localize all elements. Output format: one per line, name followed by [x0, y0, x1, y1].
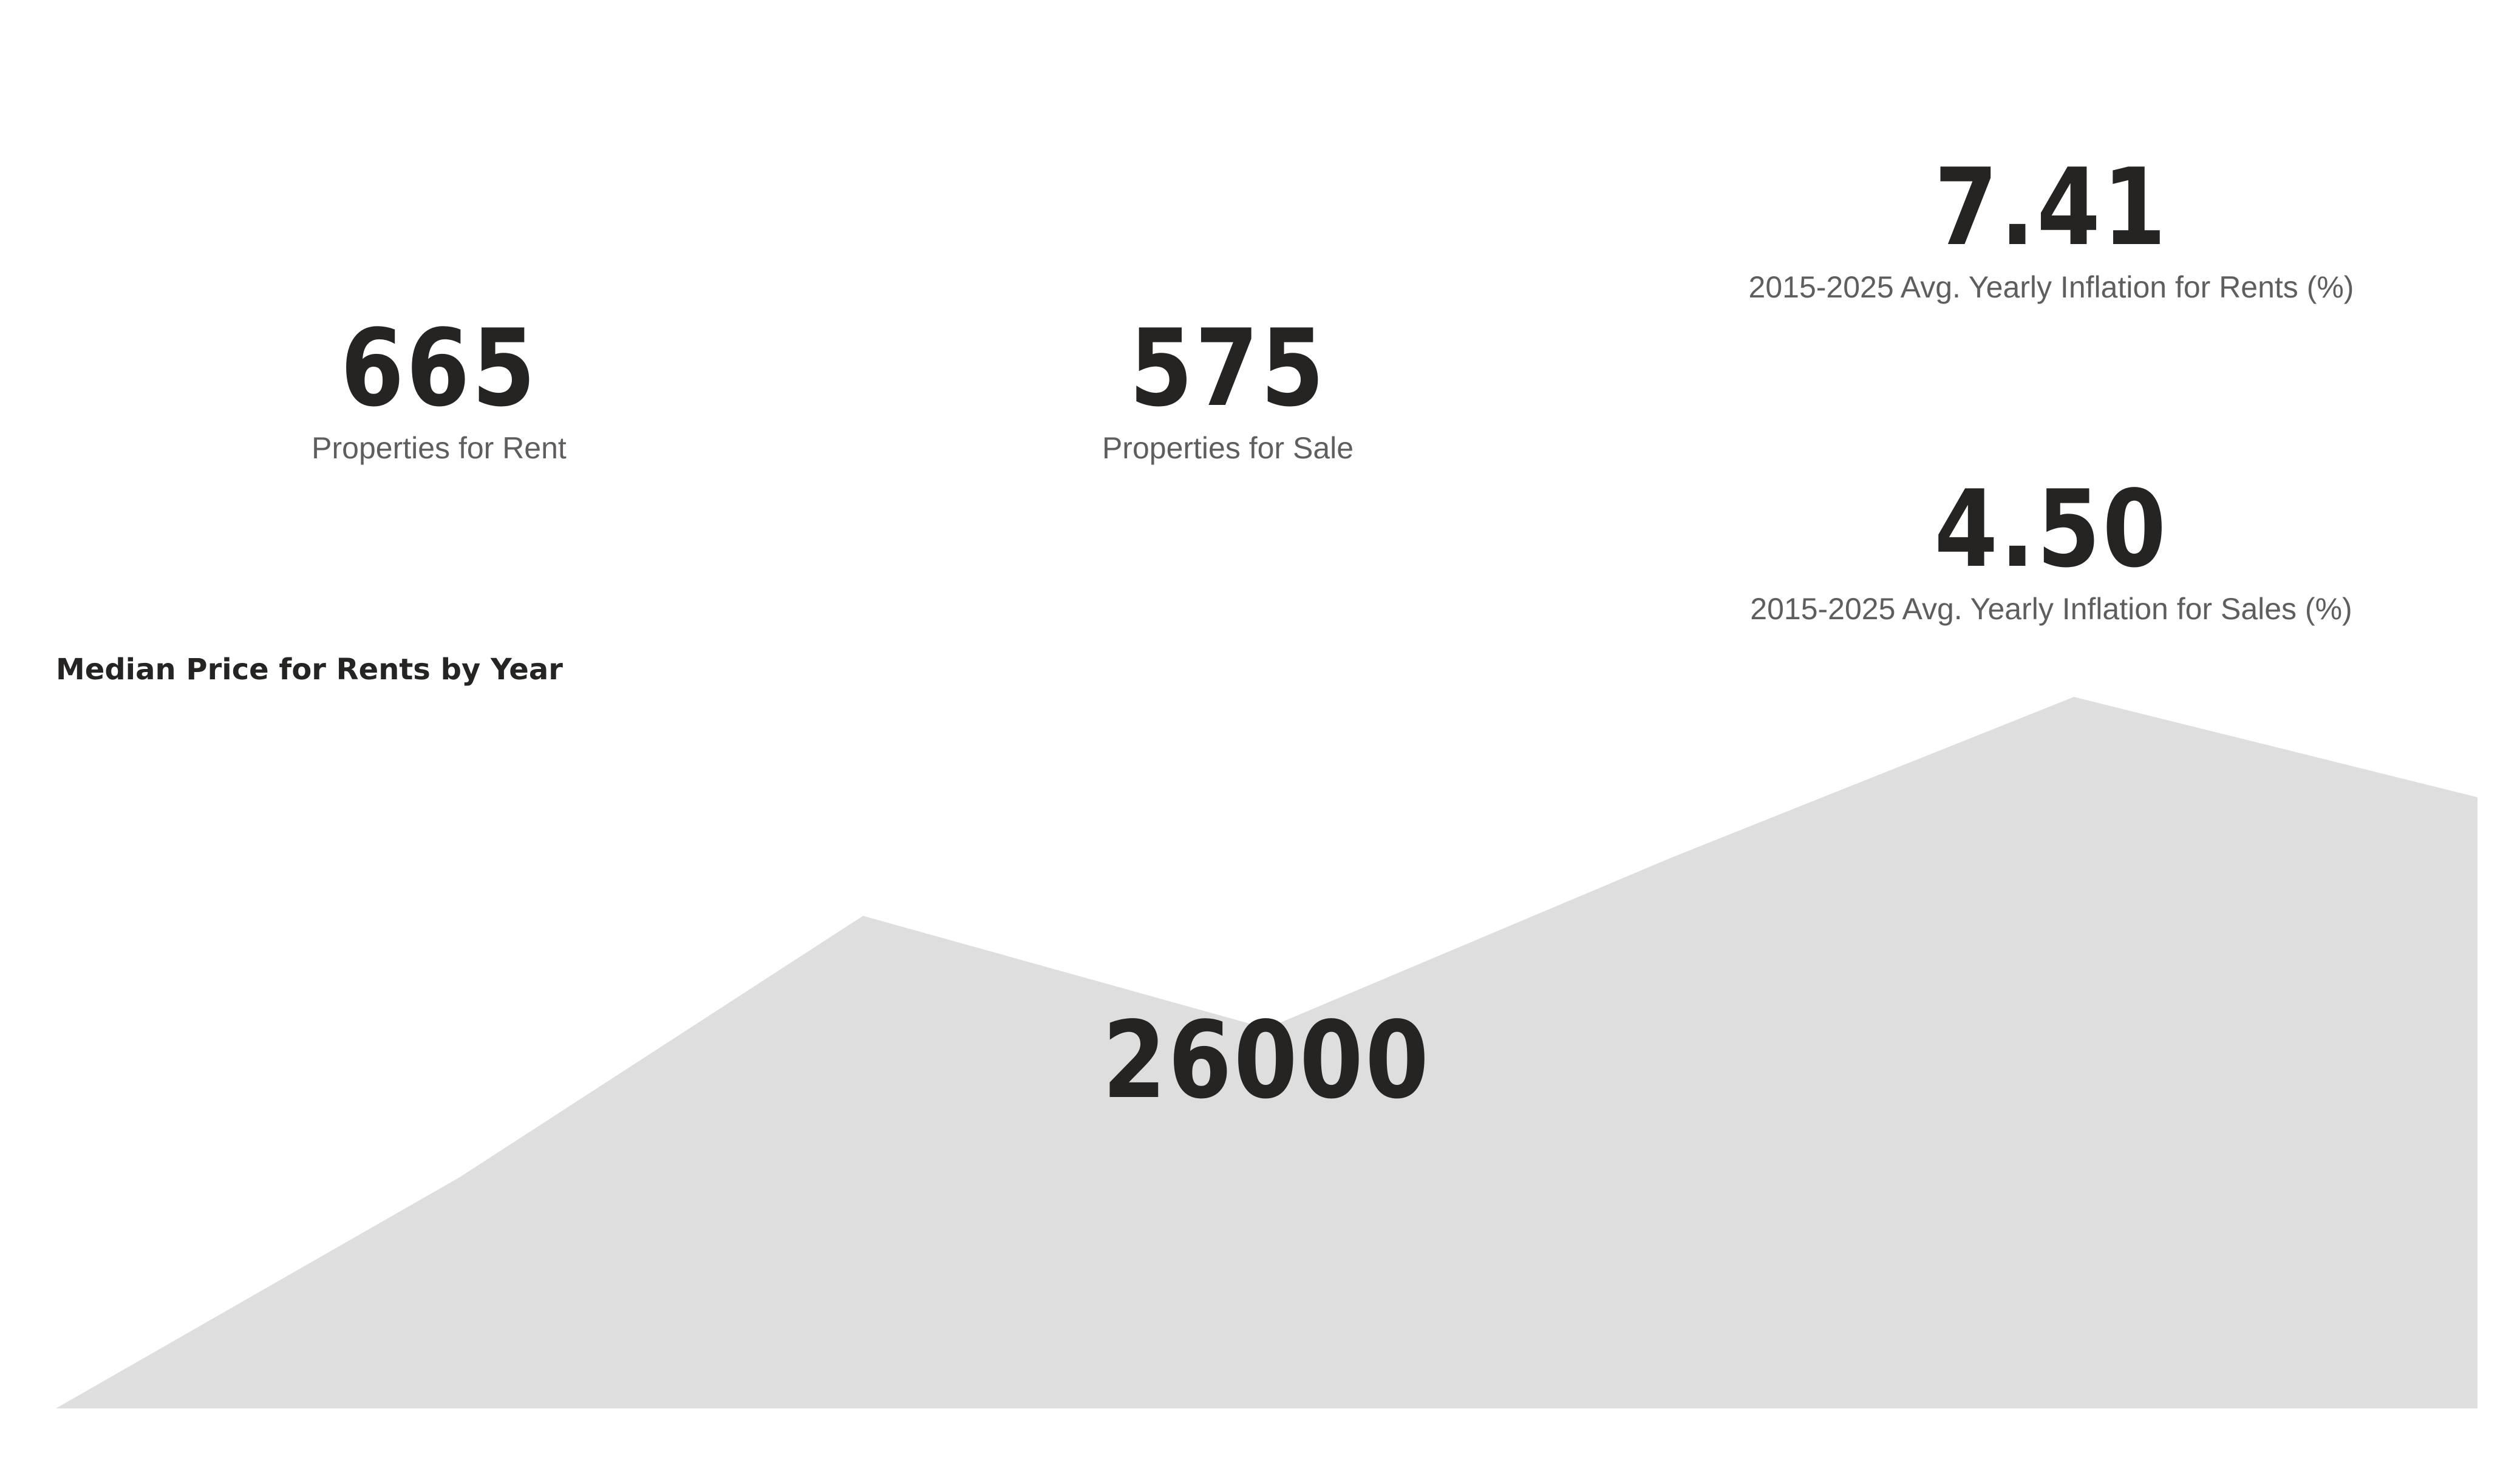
kpi-label: 2015-2025 Avg. Yearly Inflation for Sale… — [1750, 592, 2352, 626]
area-series — [56, 697, 2477, 1408]
kpi-label: 2015-2025 Avg. Yearly Inflation for Rent… — [1748, 270, 2354, 304]
kpi-properties-for-rent: 665 Properties for Rent — [312, 316, 567, 463]
kpi-label: Properties for Rent — [312, 431, 567, 465]
kpi-value: 7.41 — [1934, 146, 2168, 270]
kpi-properties-for-sale: 575 Properties for Sale — [1102, 316, 1354, 463]
kpi-value: 665 — [340, 307, 538, 430]
chart-title: Median Price for Rents by Year — [56, 653, 563, 687]
kpi-label: Properties for Sale — [1102, 431, 1354, 465]
chart-overlay-value: 26000 — [1102, 999, 1431, 1122]
kpi-value: 4.50 — [1934, 468, 2168, 591]
kpi-rent-inflation: 7.41 2015-2025 Avg. Yearly Inflation for… — [1749, 155, 2354, 302]
kpi-value: 575 — [1129, 307, 1327, 430]
kpi-sale-inflation: 4.50 2015-2025 Avg. Yearly Inflation for… — [1750, 477, 2352, 624]
